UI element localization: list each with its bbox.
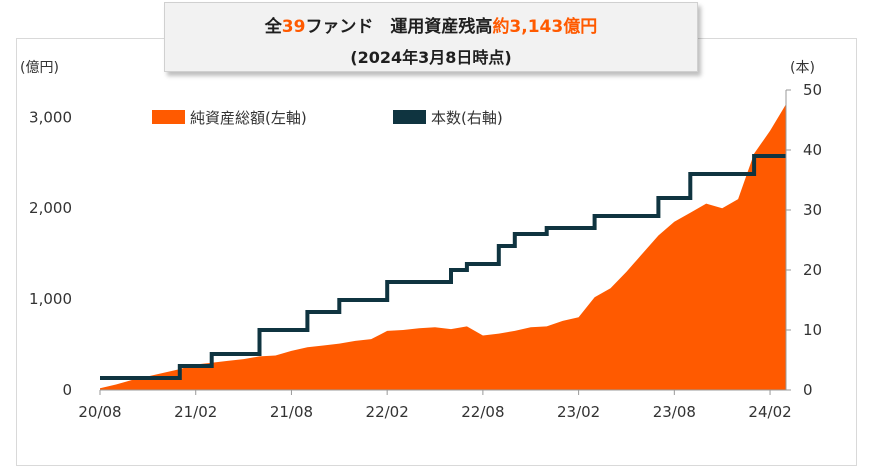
aum-area-series	[100, 104, 786, 391]
chart-title-box: 全39ファンド 運用資産残高約3,143億円 (2024年3月8日時点)	[164, 2, 698, 72]
right-tick-label: 10	[803, 321, 822, 339]
legend-label-count: 本数(右軸)	[431, 109, 503, 127]
right-tick-label: 0	[803, 381, 813, 399]
x-tick-label: 21/08	[270, 403, 313, 421]
left-tick-label: 2,000	[29, 199, 72, 217]
chart-title: 全39ファンド 運用資産残高約3,143億円	[165, 12, 697, 37]
legend-swatch-aum	[152, 110, 185, 124]
fund-count: 39	[281, 17, 306, 37]
x-tick-label: 20/08	[78, 403, 121, 421]
x-tick-label: 23/08	[653, 403, 696, 421]
x-tick-label: 22/02	[366, 403, 409, 421]
aum-area	[100, 104, 786, 391]
x-axis: 20/08 21/02 21/08 22/02 22/08 23/02 23/08 24/02	[78, 389, 792, 421]
left-tick-label: 3,000	[29, 108, 72, 126]
right-tick-label: 50	[803, 81, 822, 99]
legend-label-aum: 純資産総額(左軸)	[190, 109, 307, 127]
legend-swatch-count	[393, 110, 426, 124]
x-tick-label: 21/02	[174, 403, 217, 421]
left-tick-label: 1,000	[29, 290, 72, 308]
right-tick-label: 30	[803, 201, 822, 219]
right-tick-label: 40	[803, 141, 822, 159]
x-tick-label: 24/02	[748, 403, 791, 421]
left-axis-unit: (億円)	[20, 60, 59, 76]
right-axis-unit: (本)	[790, 60, 815, 76]
fund-count-series	[100, 154, 786, 380]
title-prefix: 全	[264, 17, 282, 37]
aum-total: 約3,143億円	[492, 17, 598, 37]
x-tick-label: 22/08	[461, 403, 504, 421]
x-tick-label: 23/02	[557, 403, 600, 421]
right-axis: 0 10 20 30 40 50 (本)	[785, 60, 822, 399]
left-axis: 0 1,000 2,000 3,000 (億円)	[20, 60, 72, 399]
right-tick-label: 20	[803, 261, 822, 279]
title-mid: ファンド 運用資産残高	[305, 17, 493, 37]
fund-count-step-line	[100, 154, 786, 380]
chart-subtitle-date: (2024年3月8日時点)	[350, 48, 512, 67]
legend: 純資産総額(左軸) 本数(右軸)	[152, 109, 503, 127]
left-tick-label: 0	[62, 381, 72, 399]
